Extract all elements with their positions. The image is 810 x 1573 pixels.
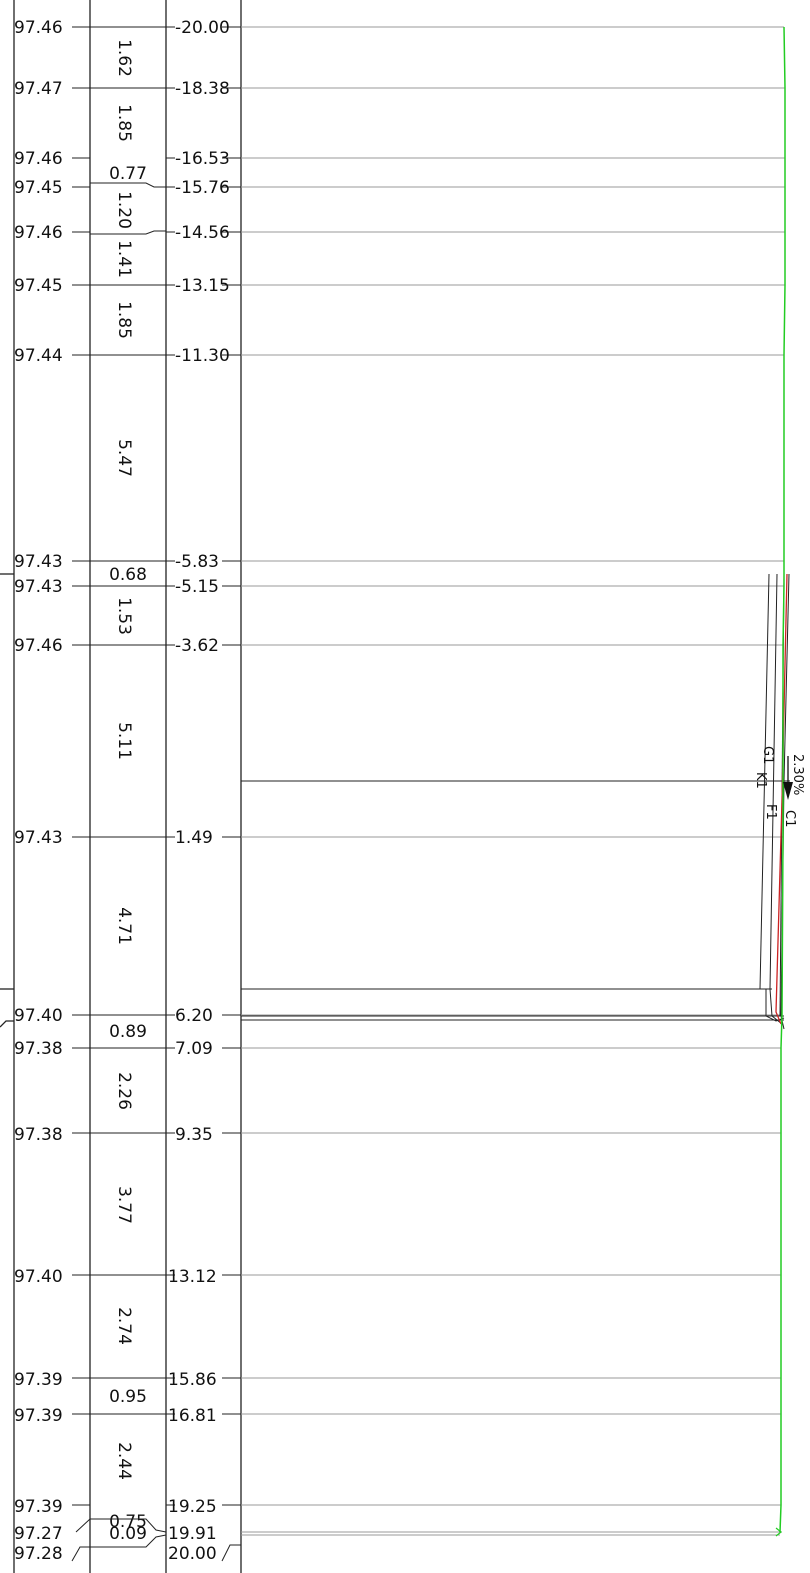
offset-label: 19.25 — [168, 1497, 217, 1517]
offset-label: -5.15 — [175, 577, 219, 597]
offset-label: 7.09 — [175, 1039, 213, 1059]
elevation-label: 97.46 — [14, 18, 63, 38]
layer-label-k1: K1 — [753, 772, 768, 789]
design-profile — [775, 573, 788, 1025]
layer-label-c1: C1 — [782, 810, 797, 827]
offset-label: 20.00 — [168, 1544, 217, 1564]
elevation-label: 97.27 — [14, 1524, 63, 1544]
offset-label: 6.20 — [175, 1006, 213, 1026]
design-profile-line — [775, 573, 788, 1025]
elevation-label: 97.38 — [14, 1039, 63, 1059]
segment-leader — [90, 230, 166, 235]
segment-width-label: 0.77 — [109, 164, 147, 184]
offset-label: -18.38 — [175, 79, 230, 99]
existing-ground-line — [779, 26, 786, 1533]
elevation-label: 97.40 — [14, 1006, 63, 1026]
segment-width-label: 0.68 — [109, 565, 147, 585]
slope-arrow-icon — [783, 782, 793, 800]
offset-label: -5.83 — [175, 552, 219, 572]
offset-label: -11.30 — [175, 346, 230, 366]
segment-leaders — [71, 182, 241, 1562]
segment-leader — [221, 1544, 241, 1562]
offset-label: -13.15 — [175, 276, 230, 296]
segment-leader — [71, 1534, 167, 1562]
offset-label: 1.49 — [175, 828, 213, 848]
crossfall-slope-label: 2.30% — [790, 754, 805, 795]
elevation-label: 97.40 — [14, 1267, 63, 1287]
segment-width-label: 4.71 — [114, 907, 134, 945]
elevation-label: 97.43 — [14, 577, 63, 597]
offset-label: -16.53 — [175, 149, 230, 169]
segment-width-label: 1.62 — [114, 39, 134, 77]
segment-width-label: 0.95 — [109, 1387, 147, 1407]
elevation-label: 97.45 — [14, 276, 63, 296]
elevation-label: 97.46 — [14, 223, 63, 243]
segment-width-label: 3.77 — [114, 1186, 134, 1224]
offset-label: 16.81 — [168, 1406, 217, 1426]
segment-width-label: 2.74 — [114, 1307, 134, 1345]
segment-labels: 1.62 1.85 0.77 1.20 1.41 1.85 5.47 0.68 … — [109, 39, 147, 1544]
segment-width-label: 5.47 — [114, 439, 134, 477]
elevation-label: 97.45 — [14, 178, 63, 198]
segment-width-label: 1.85 — [114, 104, 134, 142]
segment-width-label: 0.09 — [109, 1524, 147, 1544]
station-gridlines — [241, 26, 785, 1536]
offset-label: -3.62 — [175, 636, 219, 656]
elevation-label: 97.47 — [14, 79, 63, 99]
elevation-label: 97.28 — [14, 1544, 63, 1564]
elevation-label: 97.43 — [14, 552, 63, 572]
offset-label: 13.12 — [168, 1267, 217, 1287]
elevation-label: 97.44 — [14, 346, 63, 366]
pavement-structure — [241, 573, 790, 1030]
segment-leader — [75, 1518, 167, 1533]
segment-width-label: 0.89 — [109, 1022, 147, 1042]
elevation-label: 97.38 — [14, 1125, 63, 1145]
segment-width-label: 2.26 — [114, 1072, 134, 1110]
elevation-labels: 97.46 97.47 97.46 97.45 97.46 97.45 97.4… — [14, 18, 63, 1564]
elevation-label: 97.43 — [14, 828, 63, 848]
offset-label: 15.86 — [168, 1370, 217, 1390]
table-frame — [0, 0, 242, 1573]
layer-label-g1: G1 — [760, 746, 775, 764]
segment-width-label: 1.20 — [114, 191, 134, 229]
layer-k1-edge — [769, 573, 783, 1025]
offset-label: 9.35 — [175, 1125, 213, 1145]
elevation-label: 97.46 — [14, 149, 63, 169]
column-ticks — [72, 26, 241, 1506]
offset-label: -14.56 — [175, 223, 230, 243]
segment-width-label: 1.85 — [114, 301, 134, 339]
segment-width-label: 5.11 — [114, 722, 134, 760]
elevation-label: 97.39 — [14, 1406, 63, 1426]
offset-label: -20.00 — [175, 18, 230, 38]
segment-leader — [90, 182, 166, 188]
offset-labels: -20.00 -18.38 -16.53 -15.76 -14.56 -13.1… — [168, 18, 230, 1564]
segment-width-label: 0.75 — [109, 1512, 147, 1532]
elevation-label: 97.39 — [14, 1497, 63, 1517]
elevation-label: 97.46 — [14, 636, 63, 656]
left-stub-slant — [0, 1020, 14, 1028]
layer-label-f1: F1 — [763, 804, 778, 820]
offset-label: -15.76 — [175, 178, 230, 198]
elevation-label: 97.39 — [14, 1370, 63, 1390]
segment-width-label: 2.44 — [114, 1442, 134, 1480]
ground-end-marker — [775, 1527, 782, 1537]
segment-width-label: 1.41 — [114, 240, 134, 278]
offset-label: 19.91 — [168, 1524, 217, 1544]
segment-width-label: 1.53 — [114, 597, 134, 635]
